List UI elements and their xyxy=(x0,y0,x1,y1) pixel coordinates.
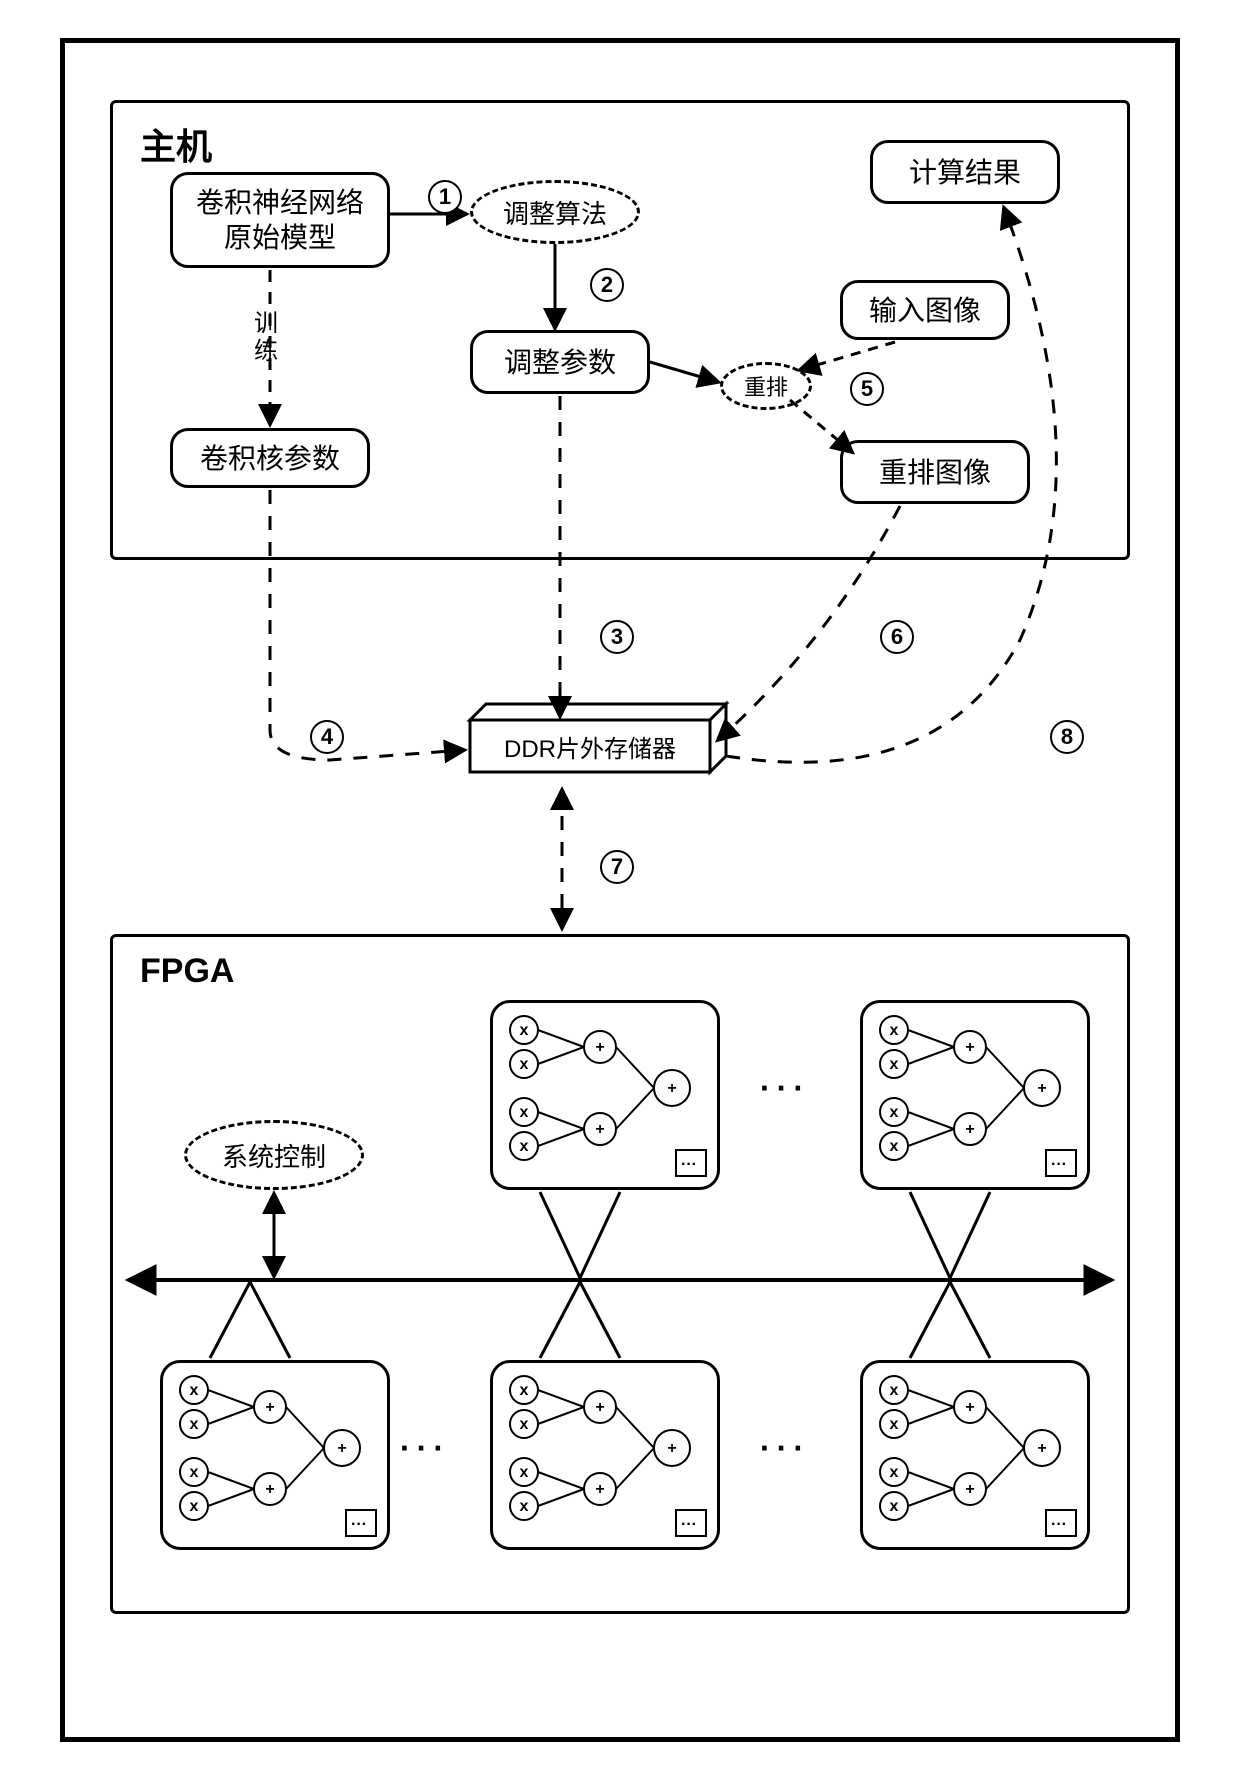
step-3: 3 xyxy=(600,620,634,654)
node-kernel-params: 卷积核参数 xyxy=(170,428,370,488)
ddr-label: DDR片外存储器 xyxy=(470,720,710,772)
node-rearrange: 重排 xyxy=(720,362,812,410)
step-6: 6 xyxy=(880,620,914,654)
host-label: 主机 xyxy=(140,118,212,170)
node-cnn-model: 卷积神经网络 原始模型 xyxy=(170,172,390,268)
pu-2 xyxy=(160,1360,390,1550)
pu-4 xyxy=(860,1360,1090,1550)
step-1: 1 xyxy=(428,180,462,214)
ellipsis-1: ··· xyxy=(400,1430,450,1467)
step-4: 4 xyxy=(310,720,344,754)
ellipsis-0: ··· xyxy=(760,1070,810,1107)
step-7: 7 xyxy=(600,850,634,884)
step-5: 5 xyxy=(850,372,884,406)
node-input-image: 输入图像 xyxy=(840,280,1010,340)
pu-3 xyxy=(490,1360,720,1550)
pu-1 xyxy=(860,1000,1090,1190)
node-compute-result: 计算结果 xyxy=(870,140,1060,204)
node-adjust-algo: 调整算法 xyxy=(470,180,640,244)
step-8: 8 xyxy=(1050,720,1084,754)
node-sys-ctrl: 系统控制 xyxy=(184,1120,364,1190)
fpga-label: FPGA xyxy=(140,952,234,991)
label-train: 训 练 xyxy=(254,310,278,365)
step-2: 2 xyxy=(590,268,624,302)
node-adjust-params: 调整参数 xyxy=(470,330,650,394)
ellipsis-2: ··· xyxy=(760,1430,810,1467)
node-rearranged-image: 重排图像 xyxy=(840,440,1030,504)
pu-0 xyxy=(490,1000,720,1190)
diagram-canvas: 主机 卷积神经网络 原始模型 卷积核参数 调整算法 调整参数 计算结果 输入图像… xyxy=(0,0,1240,1784)
